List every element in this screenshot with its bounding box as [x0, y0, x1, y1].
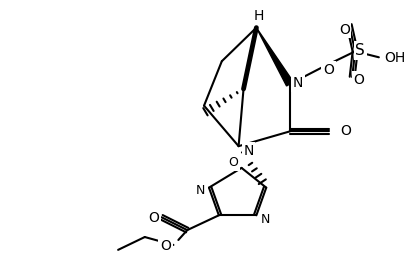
- Text: N: N: [243, 144, 254, 158]
- Text: O: O: [354, 73, 364, 87]
- Text: O: O: [160, 239, 171, 253]
- Text: O: O: [339, 23, 350, 37]
- Text: N: N: [261, 213, 270, 226]
- Text: O: O: [148, 211, 159, 225]
- Text: H: H: [253, 9, 264, 23]
- Polygon shape: [256, 28, 293, 86]
- Text: N: N: [293, 76, 303, 90]
- Text: O: O: [323, 63, 334, 77]
- Text: O: O: [340, 124, 351, 138]
- Text: S: S: [355, 43, 365, 58]
- Text: O: O: [229, 156, 239, 169]
- Text: N: N: [195, 184, 205, 197]
- Text: OH: OH: [384, 51, 405, 65]
